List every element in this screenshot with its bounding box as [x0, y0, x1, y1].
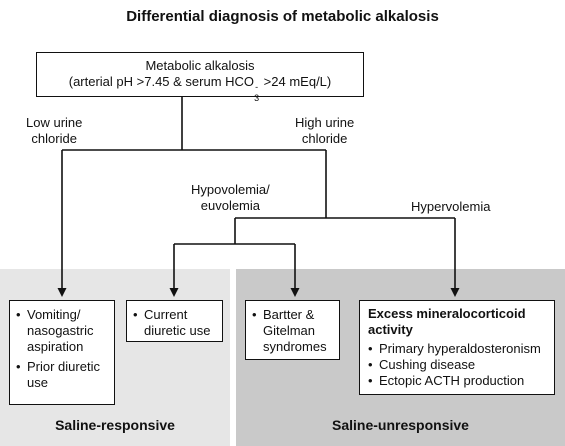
- saline-unresponsive-label: Saline-unresponsive: [332, 417, 469, 433]
- excess-mineralocorticoid-box: Excess mineralocorticoid activity Primar…: [359, 300, 555, 395]
- bartter-gitelman-item: Bartter & Gitelman syndromes: [252, 307, 333, 355]
- primary-hyperaldosteronism-item: Primary hyperaldosteronism: [368, 341, 546, 357]
- low-urine-chloride-label: Low urine chloride: [26, 115, 83, 146]
- prior-diuretic-item: Prior diuretic use: [16, 359, 108, 391]
- current-diuretic-box: Current diuretic use: [126, 300, 223, 342]
- metabolic-alkalosis-label: Metabolic alkalosis: [145, 58, 255, 73]
- alkalosis-criteria: (arterial pH >7.45 & serum HCO - 3 >24 m…: [68, 74, 332, 103]
- diagram-title: Differential diagnosis of metabolic alka…: [126, 8, 439, 25]
- excess-mineralocorticoid-title: Excess mineralocorticoid activity: [368, 306, 526, 337]
- ectopic-acth-item: Ectopic ACTH production: [368, 373, 546, 389]
- hypovolemia-euvolemia-label: Hypovolemia/ euvolemia: [191, 182, 270, 213]
- hypervolemia-label: Hypervolemia: [411, 199, 491, 214]
- bartter-gitelman-box: Bartter & Gitelman syndromes: [245, 300, 340, 360]
- high-urine-chloride-label: High urine chloride: [295, 115, 355, 146]
- saline-responsive-label: Saline-responsive: [55, 417, 175, 433]
- current-diuretic-item: Current diuretic use: [133, 307, 216, 339]
- metabolic-alkalosis-box: Metabolic alkalosis (arterial pH >7.45 &…: [36, 52, 364, 103]
- cushing-disease-item: Cushing disease: [368, 357, 546, 373]
- vomiting-aspiration-box: Vomiting/ nasogastric aspiration Prior d…: [9, 300, 115, 405]
- vomiting-item: Vomiting/ nasogastric aspiration: [16, 307, 108, 355]
